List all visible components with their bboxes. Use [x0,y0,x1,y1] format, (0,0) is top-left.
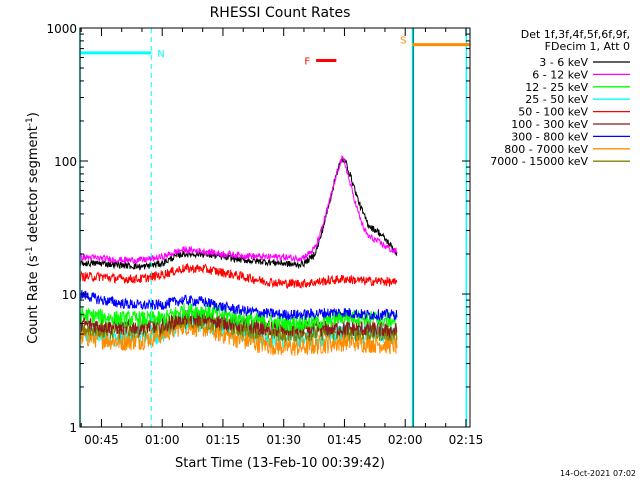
y-tick-label: 10 [62,288,77,302]
y-axis-label: Count Rate (s-1 detector segment-1) [25,112,41,344]
plot-frame [79,27,471,428]
legend-label-800-7000-kev: 800 - 7000 keV [504,143,588,156]
x-axis-label: Start Time (13-Feb-10 00:39:42) [175,456,385,471]
legend-label-6-12-kev: 6 - 12 keV [532,68,588,81]
legend-label-100-300-kev: 100 - 300 keV [511,118,588,131]
annotation-label-f: F [304,56,310,67]
x-tick-label: 01:15 [206,433,241,447]
y-label-mid: detector segment [26,126,41,246]
x-tick-label: 01:45 [327,433,362,447]
annotation-label-n: N [157,49,164,60]
legend-header-line-2: FDecim 1, Att 0 [545,40,630,53]
x-tick-label: 02:15 [449,433,484,447]
y-label-post: ) [26,112,41,117]
y-axis: 1 10 100 1000 [46,22,470,435]
series-line-6-12-kev [79,155,398,265]
chart-title: RHESSI Count Rates [210,5,351,21]
footer-timestamp: 14-Oct-2021 07:02 [560,469,636,478]
legend: Det 1f,3f,4f,5f,6f,9f, FDecim 1, Att 0 3… [490,28,630,168]
y-label-sup-2: -1 [25,117,35,126]
legend-label-7000-15000-kev: 7000 - 15000 keV [490,155,588,168]
x-tick-label: 01:30 [266,433,301,447]
legend-label-3-6-kev: 3 - 6 keV [539,56,588,69]
legend-label-25-50-kev: 25 - 50 keV [525,93,588,106]
x-tick-label: 01:00 [145,433,180,447]
y-tick-label: 1 [69,421,77,435]
annotation-layer: N S F [79,28,470,427]
y-tick-label: 1000 [46,22,77,36]
legend-label-50-100-kev: 50 - 100 keV [518,106,588,119]
series-layer [79,155,398,357]
x-tick-label: 00:45 [84,433,119,447]
y-label-sup-1: -1 [25,246,35,255]
y-tick-label: 100 [54,155,77,169]
series-line-50-100-kev [79,262,398,290]
legend-header-line-1: Det 1f,3f,4f,5f,6f,9f, [521,28,630,41]
legend-label-300-800-kev: 300 - 800 keV [511,130,588,143]
series-line-300-800-kev [79,289,398,322]
annotation-label-s: S [400,36,406,47]
x-axis: 00:45 01:00 01:15 01:30 01:45 02:00 02:15 [80,28,484,447]
y-label-pre: Count Rate (s [26,255,41,344]
legend-label-12-25-kev: 12 - 25 keV [525,81,588,94]
x-tick-label: 02:00 [388,433,423,447]
